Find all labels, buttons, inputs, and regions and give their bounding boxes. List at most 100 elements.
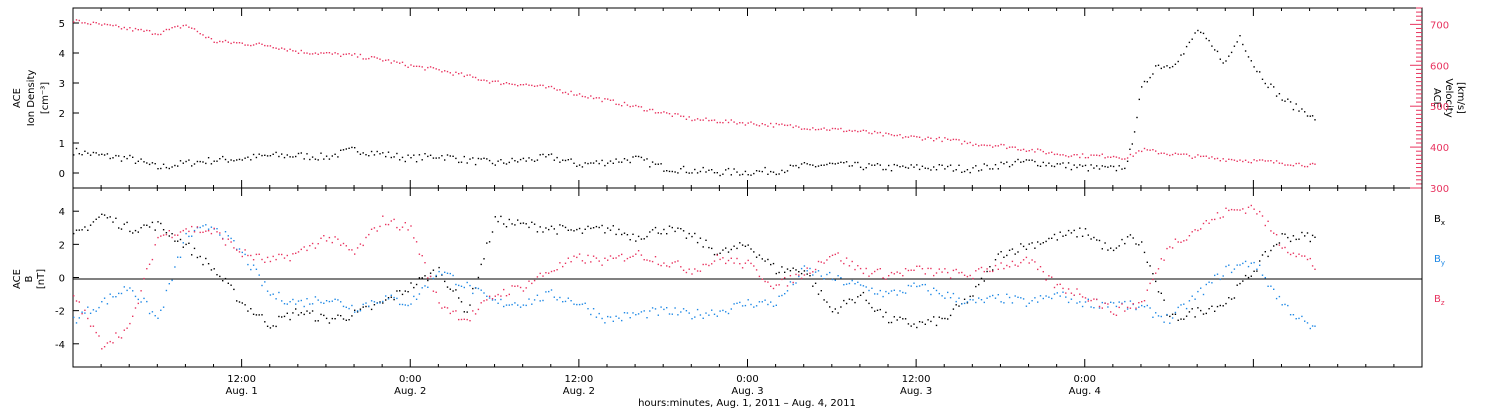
bz-point: [331, 241, 333, 244]
velocity-point: [854, 129, 856, 132]
bx-point: [491, 231, 494, 233]
bx-point: [252, 313, 255, 315]
bz-point: [1311, 265, 1314, 267]
density-point: [814, 166, 817, 168]
velocity-point: [857, 130, 859, 133]
velocity-point: [390, 62, 392, 64]
by-point: [306, 298, 308, 300]
bz-point: [309, 245, 311, 247]
bz-point: [983, 270, 985, 273]
by-point: [831, 278, 834, 281]
b-ylabel-line2: B: [24, 275, 35, 282]
bz-point: [123, 329, 125, 331]
bz-point: [283, 257, 286, 259]
density-point: [421, 159, 423, 161]
by-point: [247, 263, 249, 266]
by-point: [1166, 313, 1168, 316]
velocity-point: [764, 124, 766, 126]
bx-point: [682, 230, 685, 232]
bx-point: [1053, 233, 1056, 236]
bz-point: [297, 251, 300, 253]
bz-point: [340, 244, 342, 246]
density-point: [207, 157, 210, 159]
bx-point: [334, 318, 336, 320]
bz-point: [1081, 296, 1084, 298]
bz-point: [432, 290, 435, 292]
density-point: [548, 154, 550, 156]
bx-point: [994, 259, 997, 261]
density-point: [904, 166, 907, 169]
bz-point: [491, 298, 494, 300]
by-point: [320, 301, 322, 304]
bz-point: [823, 262, 825, 264]
bz-point: [295, 252, 297, 254]
bx-point: [581, 232, 584, 234]
velocity-point: [205, 36, 207, 39]
bz-point: [1267, 220, 1269, 222]
density-point: [1126, 160, 1129, 162]
bz-point: [1076, 288, 1078, 290]
bx-point: [562, 225, 564, 227]
bz-point: [775, 284, 777, 286]
velocity-point: [480, 79, 482, 81]
density-point: [528, 157, 530, 159]
by-point: [533, 299, 536, 301]
bz-point: [848, 265, 851, 267]
bz-point: [548, 272, 550, 274]
bx-point: [604, 232, 606, 234]
velocity-point: [1051, 151, 1053, 153]
bz-point: [1298, 253, 1300, 255]
by-point: [1270, 285, 1272, 287]
bx-point: [522, 222, 525, 224]
bx-point: [584, 228, 586, 230]
velocity-point: [1236, 160, 1238, 162]
bz-point: [629, 256, 631, 258]
velocity-point: [446, 70, 449, 73]
velocity-point: [342, 53, 345, 56]
bx-point: [1098, 239, 1101, 242]
density-point: [1287, 98, 1289, 100]
by-point: [1087, 298, 1089, 300]
bx-point: [1214, 310, 1216, 312]
by-point: [1202, 293, 1205, 296]
density-point: [75, 147, 78, 150]
bz-point: [1070, 292, 1073, 294]
by-point: [317, 299, 319, 301]
density-point: [1208, 39, 1210, 42]
bx-point: [382, 302, 384, 304]
density-point: [581, 166, 584, 168]
density-ylabel-line3: [cm⁻³]: [40, 82, 51, 114]
by-point: [351, 304, 353, 307]
velocity-point: [488, 82, 491, 84]
bz-point: [1110, 311, 1112, 313]
velocity-point: [1107, 156, 1109, 158]
bx-point: [143, 224, 145, 226]
b-ytick-label: -2: [55, 307, 65, 318]
density-point: [972, 167, 974, 169]
bx-point: [103, 214, 106, 216]
velocity-point: [1096, 154, 1098, 156]
density-point: [694, 168, 696, 171]
velocity-point: [966, 142, 969, 145]
bz-point: [300, 248, 302, 251]
velocity-point: [542, 84, 544, 87]
density-point: [517, 161, 519, 163]
by-point: [129, 287, 131, 289]
density-point: [460, 161, 463, 163]
bz-point: [680, 266, 682, 268]
velocity-point: [95, 22, 97, 24]
velocity-ytick-label: 300: [1430, 184, 1449, 195]
bz-point: [1031, 259, 1033, 261]
density-point: [1090, 164, 1092, 166]
by-point: [958, 297, 960, 299]
bx-point: [356, 311, 359, 313]
bx-point: [193, 247, 196, 250]
bz-point: [477, 308, 480, 311]
bx-point: [244, 304, 246, 306]
velocity-point: [629, 105, 631, 108]
density-point: [370, 150, 373, 153]
by-point: [455, 283, 457, 286]
density-point: [241, 159, 243, 161]
density-point: [1177, 60, 1179, 63]
velocity-point: [261, 43, 263, 45]
